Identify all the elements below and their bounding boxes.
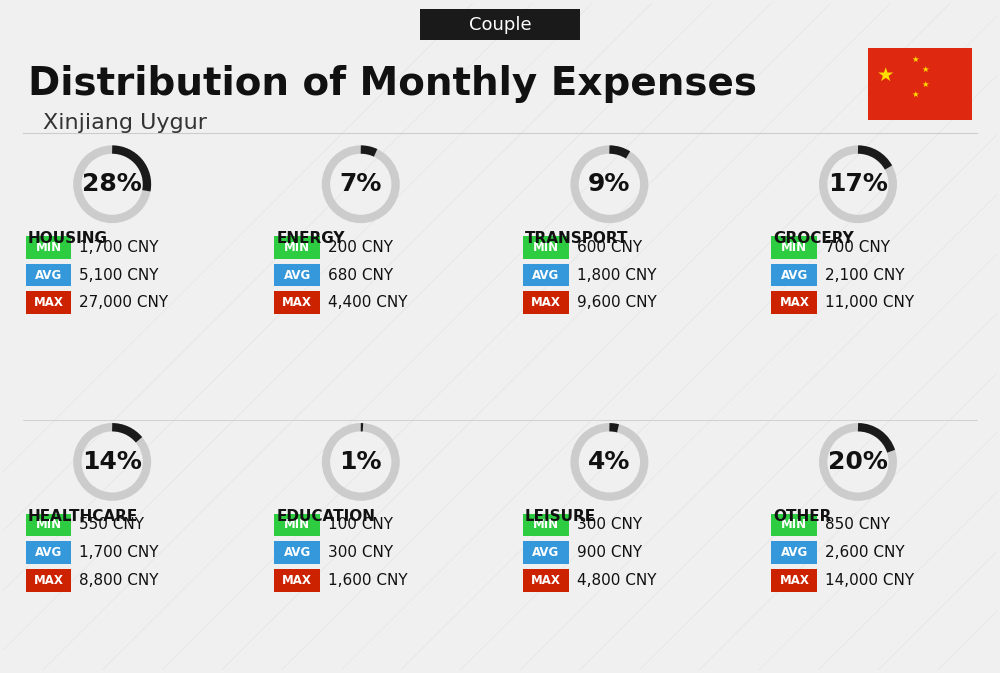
Text: 2,600 CNY: 2,600 CNY xyxy=(825,545,905,560)
Text: ★: ★ xyxy=(922,79,929,89)
FancyBboxPatch shape xyxy=(26,513,71,536)
Text: 17%: 17% xyxy=(828,172,888,197)
Text: MIN: MIN xyxy=(284,518,310,532)
Text: 7%: 7% xyxy=(340,172,382,197)
Text: HOUSING: HOUSING xyxy=(28,231,108,246)
FancyBboxPatch shape xyxy=(771,291,817,314)
Text: 200 CNY: 200 CNY xyxy=(328,240,393,255)
Text: 1,700 CNY: 1,700 CNY xyxy=(79,545,159,560)
Text: AVG: AVG xyxy=(35,269,62,281)
Text: MIN: MIN xyxy=(35,241,62,254)
Text: AVG: AVG xyxy=(532,269,559,281)
Text: ENERGY: ENERGY xyxy=(276,231,345,246)
FancyBboxPatch shape xyxy=(868,48,972,120)
Text: MAX: MAX xyxy=(34,574,63,587)
Text: 28%: 28% xyxy=(82,172,142,197)
Text: MIN: MIN xyxy=(284,241,310,254)
Text: 4,400 CNY: 4,400 CNY xyxy=(328,295,407,310)
Text: 9,600 CNY: 9,600 CNY xyxy=(577,295,656,310)
FancyBboxPatch shape xyxy=(274,264,320,287)
FancyBboxPatch shape xyxy=(771,541,817,564)
Text: MAX: MAX xyxy=(531,296,561,310)
FancyBboxPatch shape xyxy=(274,569,320,592)
Text: 27,000 CNY: 27,000 CNY xyxy=(79,295,168,310)
Text: 9%: 9% xyxy=(588,172,631,197)
Text: AVG: AVG xyxy=(35,546,62,559)
Text: MIN: MIN xyxy=(35,518,62,532)
Text: Couple: Couple xyxy=(469,15,531,34)
Text: MAX: MAX xyxy=(779,296,809,310)
Text: 4,800 CNY: 4,800 CNY xyxy=(577,573,656,588)
Text: ★: ★ xyxy=(922,65,929,74)
Text: Distribution of Monthly Expenses: Distribution of Monthly Expenses xyxy=(28,65,757,103)
FancyBboxPatch shape xyxy=(523,541,569,564)
Text: 550 CNY: 550 CNY xyxy=(79,518,144,532)
FancyBboxPatch shape xyxy=(274,541,320,564)
Text: 600 CNY: 600 CNY xyxy=(577,240,642,255)
FancyBboxPatch shape xyxy=(26,541,71,564)
FancyBboxPatch shape xyxy=(26,264,71,287)
Text: 4%: 4% xyxy=(588,450,631,474)
FancyBboxPatch shape xyxy=(26,569,71,592)
FancyBboxPatch shape xyxy=(771,236,817,258)
Text: 300 CNY: 300 CNY xyxy=(328,545,393,560)
Text: 2,100 CNY: 2,100 CNY xyxy=(825,267,905,283)
Text: MIN: MIN xyxy=(533,241,559,254)
Text: 100 CNY: 100 CNY xyxy=(328,518,393,532)
Text: 14%: 14% xyxy=(82,450,142,474)
FancyBboxPatch shape xyxy=(523,264,569,287)
Text: ★: ★ xyxy=(911,90,919,100)
Text: AVG: AVG xyxy=(781,546,808,559)
Text: MAX: MAX xyxy=(282,574,312,587)
FancyBboxPatch shape xyxy=(274,291,320,314)
FancyBboxPatch shape xyxy=(420,9,580,40)
Text: GROCERY: GROCERY xyxy=(773,231,854,246)
Text: 5,100 CNY: 5,100 CNY xyxy=(79,267,159,283)
Text: MAX: MAX xyxy=(282,296,312,310)
Text: MIN: MIN xyxy=(533,518,559,532)
Text: 1%: 1% xyxy=(340,450,382,474)
FancyBboxPatch shape xyxy=(26,236,71,258)
Text: 20%: 20% xyxy=(828,450,888,474)
FancyBboxPatch shape xyxy=(771,264,817,287)
Text: 14,000 CNY: 14,000 CNY xyxy=(825,573,914,588)
Text: 1,800 CNY: 1,800 CNY xyxy=(577,267,656,283)
Text: TRANSPORT: TRANSPORT xyxy=(525,231,628,246)
FancyBboxPatch shape xyxy=(523,569,569,592)
Text: 680 CNY: 680 CNY xyxy=(328,267,393,283)
Text: 1,700 CNY: 1,700 CNY xyxy=(79,240,159,255)
FancyBboxPatch shape xyxy=(523,236,569,258)
Text: AVG: AVG xyxy=(532,546,559,559)
Text: 1,600 CNY: 1,600 CNY xyxy=(328,573,408,588)
FancyBboxPatch shape xyxy=(771,513,817,536)
Text: ★: ★ xyxy=(877,66,895,85)
Text: MIN: MIN xyxy=(781,518,807,532)
Text: AVG: AVG xyxy=(284,269,311,281)
Text: 11,000 CNY: 11,000 CNY xyxy=(825,295,914,310)
Text: MAX: MAX xyxy=(34,296,63,310)
Text: OTHER: OTHER xyxy=(773,509,832,524)
Text: HEALTHCARE: HEALTHCARE xyxy=(28,509,138,524)
Text: 900 CNY: 900 CNY xyxy=(577,545,642,560)
Text: MAX: MAX xyxy=(531,574,561,587)
Text: AVG: AVG xyxy=(284,546,311,559)
Text: 700 CNY: 700 CNY xyxy=(825,240,890,255)
FancyBboxPatch shape xyxy=(274,513,320,536)
Text: Xinjiang Uygur: Xinjiang Uygur xyxy=(43,113,207,133)
Text: ★: ★ xyxy=(911,55,919,64)
Text: 300 CNY: 300 CNY xyxy=(577,518,642,532)
FancyBboxPatch shape xyxy=(274,236,320,258)
Text: MAX: MAX xyxy=(779,574,809,587)
Text: LEISURE: LEISURE xyxy=(525,509,596,524)
FancyBboxPatch shape xyxy=(523,291,569,314)
Text: EDUCATION: EDUCATION xyxy=(276,509,375,524)
Text: MIN: MIN xyxy=(781,241,807,254)
Text: AVG: AVG xyxy=(781,269,808,281)
FancyBboxPatch shape xyxy=(523,513,569,536)
FancyBboxPatch shape xyxy=(771,569,817,592)
FancyBboxPatch shape xyxy=(26,291,71,314)
Text: 850 CNY: 850 CNY xyxy=(825,518,890,532)
Text: 8,800 CNY: 8,800 CNY xyxy=(79,573,159,588)
